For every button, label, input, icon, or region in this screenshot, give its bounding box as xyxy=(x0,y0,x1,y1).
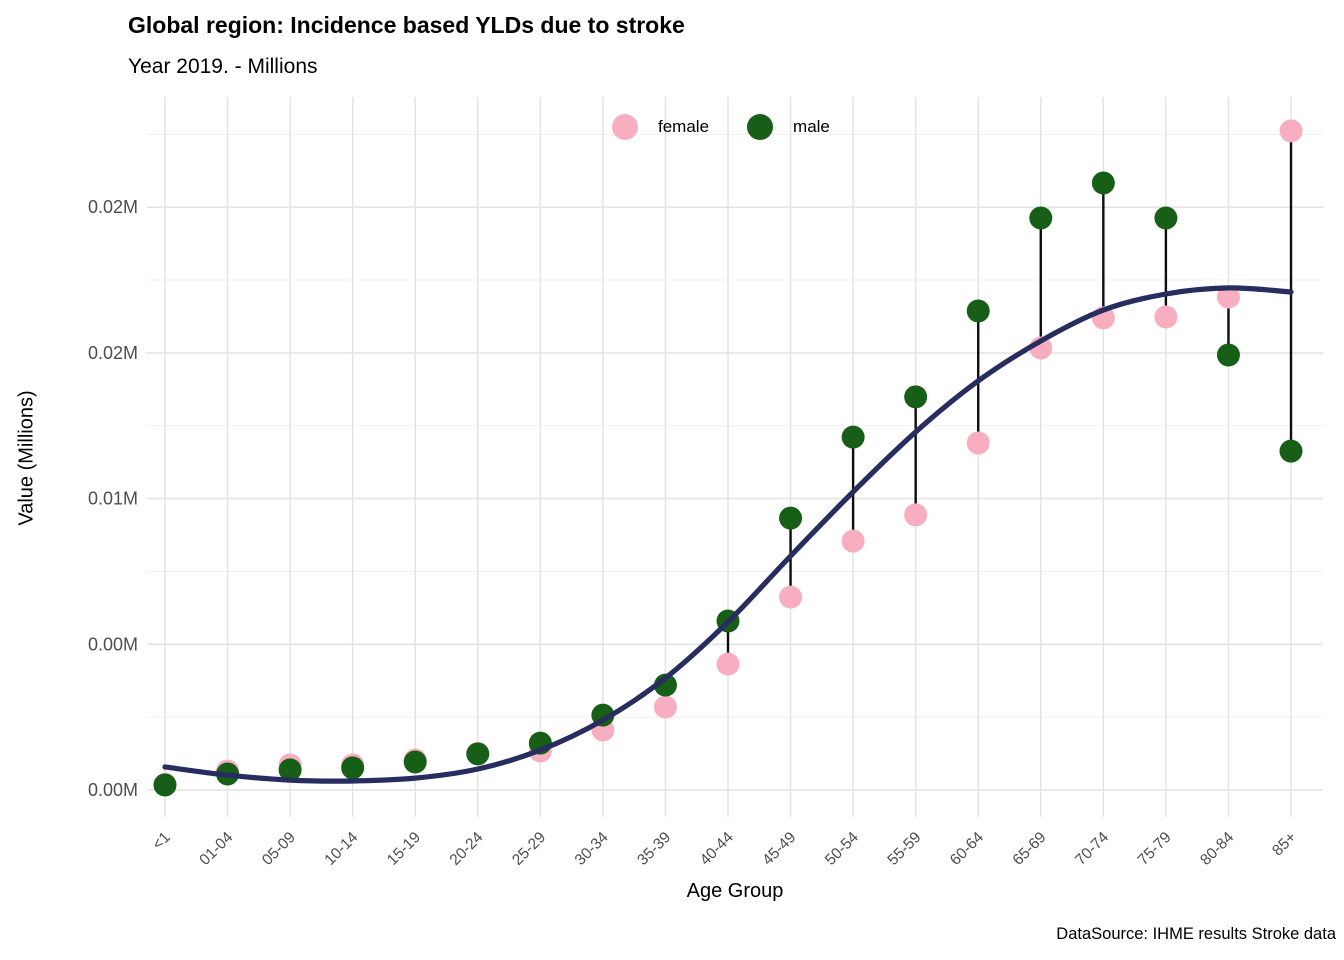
data-point-male xyxy=(466,742,490,766)
y-tick-label: 0.00M xyxy=(88,634,138,654)
data-point-female xyxy=(1216,285,1240,309)
y-tick-label: 0.02M xyxy=(88,197,138,217)
x-tick-label: 75-79 xyxy=(1135,829,1175,869)
data-point-female xyxy=(779,585,803,609)
data-point-male xyxy=(966,299,990,323)
x-tick-label: 50-54 xyxy=(822,829,862,869)
data-point-male xyxy=(904,385,928,409)
data-point-female xyxy=(1279,119,1303,143)
y-tick-label: 0.02M xyxy=(88,343,138,363)
data-point-female xyxy=(841,529,865,553)
x-tick-label: <1 xyxy=(149,829,174,854)
legend: female male xyxy=(612,114,830,140)
data-point-female xyxy=(966,431,990,455)
x-tick-label: 10-14 xyxy=(321,829,361,869)
x-tick-label: 25-29 xyxy=(509,829,549,869)
data-point-male xyxy=(841,425,865,449)
x-tick-label: 35-39 xyxy=(634,829,674,869)
data-point-female xyxy=(904,503,928,527)
data-point-female xyxy=(716,652,740,676)
x-tick-label: 01-04 xyxy=(196,829,236,869)
chart-title: Global region: Incidence based YLDs due … xyxy=(128,12,685,38)
chart-subtitle: Year 2019. - Millions xyxy=(128,55,318,78)
legend-label-male: male xyxy=(793,117,830,136)
data-point-male xyxy=(403,750,427,774)
x-tick-label: 15-19 xyxy=(384,829,424,869)
data-point-female xyxy=(1154,305,1178,329)
data-point-male xyxy=(278,758,302,782)
legend-item-female: female xyxy=(612,114,709,140)
x-tick-label: 55-59 xyxy=(884,829,924,869)
data-point-male xyxy=(1279,439,1303,463)
y-tick-label: 0.01M xyxy=(88,489,138,509)
data-point-male xyxy=(341,756,365,780)
legend-label-female: female xyxy=(658,117,710,136)
data-point-male xyxy=(1029,206,1053,230)
x-tick-label: 85+ xyxy=(1269,829,1300,860)
data-point-male xyxy=(1154,206,1178,230)
y-tick-label: 0.00M xyxy=(88,780,138,800)
x-tick-label: 60-64 xyxy=(947,829,987,869)
x-tick-label: 65-69 xyxy=(1010,829,1050,869)
x-axis-title: Age Group xyxy=(686,880,784,902)
y-axis-title: Value (Millions) xyxy=(15,390,38,526)
legend-item-male: male xyxy=(747,114,830,140)
data-point-male xyxy=(153,773,177,797)
x-tick-label: 80-84 xyxy=(1197,829,1237,869)
x-tick-label: 45-49 xyxy=(759,829,799,869)
data-source-caption: DataSource: IHME results Stroke data xyxy=(1056,925,1336,943)
x-tick-label: 20-24 xyxy=(447,829,487,869)
data-point-female xyxy=(653,695,677,719)
data-point-male xyxy=(1216,343,1240,367)
smooth-line xyxy=(162,285,1294,784)
legend-dot-male xyxy=(747,114,774,140)
x-tick-label: 05-09 xyxy=(259,829,299,869)
data-point-male xyxy=(779,506,803,530)
data-point-male xyxy=(1091,171,1115,195)
x-tick-label: 70-74 xyxy=(1072,829,1112,869)
legend-dot-female xyxy=(612,114,638,140)
x-tick-label: 40-44 xyxy=(697,829,737,869)
x-tick-label: 30-34 xyxy=(572,829,612,869)
